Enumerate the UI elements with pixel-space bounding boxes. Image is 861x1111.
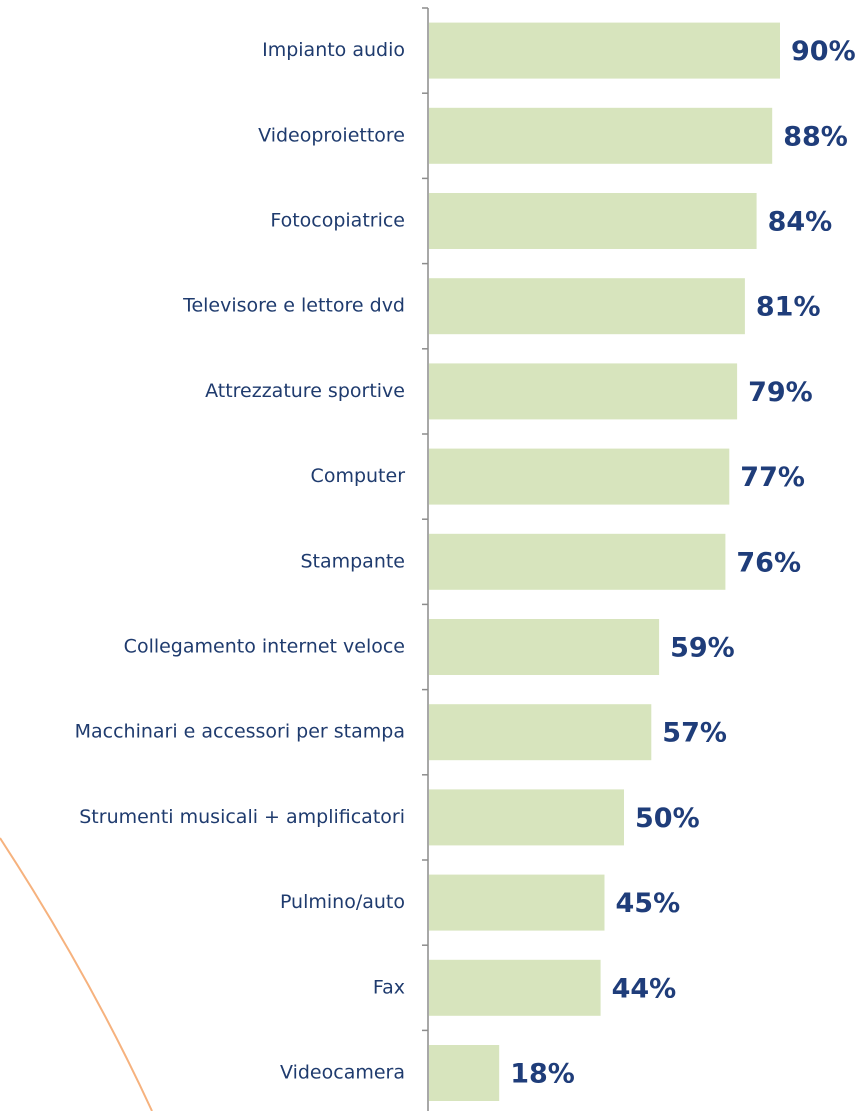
- value-label: 57%: [662, 718, 727, 749]
- category-label: Televisore e lettore dvd: [182, 295, 405, 317]
- category-label: Videocamera: [280, 1062, 405, 1084]
- bar: [429, 789, 624, 846]
- value-label: 88%: [783, 121, 848, 152]
- bar: [429, 959, 601, 1016]
- category-label: Computer: [311, 465, 406, 487]
- bar: [429, 874, 605, 931]
- bar: [429, 704, 652, 761]
- value-label: 79%: [748, 377, 813, 408]
- value-label: 77%: [740, 462, 805, 493]
- category-label: Attrezzature sportive: [205, 380, 405, 402]
- value-label: 59%: [670, 633, 735, 664]
- category-label: Stampante: [300, 550, 405, 572]
- bar: [429, 22, 780, 79]
- value-label: 18%: [510, 1059, 575, 1090]
- category-label: Strumenti musicali + amplificatori: [79, 806, 405, 828]
- category-label: Fax: [373, 976, 405, 998]
- bar: [429, 363, 738, 420]
- bar: [429, 278, 745, 335]
- bar: [429, 1045, 500, 1101]
- value-label: 84%: [768, 207, 833, 238]
- bar: [429, 533, 726, 590]
- category-label: Pulmino/auto: [280, 891, 405, 913]
- value-label: 76%: [736, 547, 801, 578]
- value-label: 44%: [612, 973, 677, 1004]
- bar: [429, 448, 730, 505]
- category-label: Collegamento internet veloce: [124, 636, 405, 658]
- category-label: Impianto audio: [262, 39, 405, 61]
- decorative-curve: [0, 837, 153, 1111]
- value-label: 45%: [616, 888, 681, 919]
- category-label: Videoproiettore: [258, 124, 405, 146]
- bar: [429, 619, 660, 675]
- category-label: Fotocopiatrice: [270, 210, 405, 232]
- value-label: 90%: [791, 36, 856, 67]
- value-label: 81%: [756, 292, 821, 323]
- category-label: Macchinari e accessori per stampa: [75, 721, 405, 743]
- value-label: 50%: [635, 803, 700, 834]
- bar: [429, 193, 757, 249]
- bar: [429, 107, 773, 164]
